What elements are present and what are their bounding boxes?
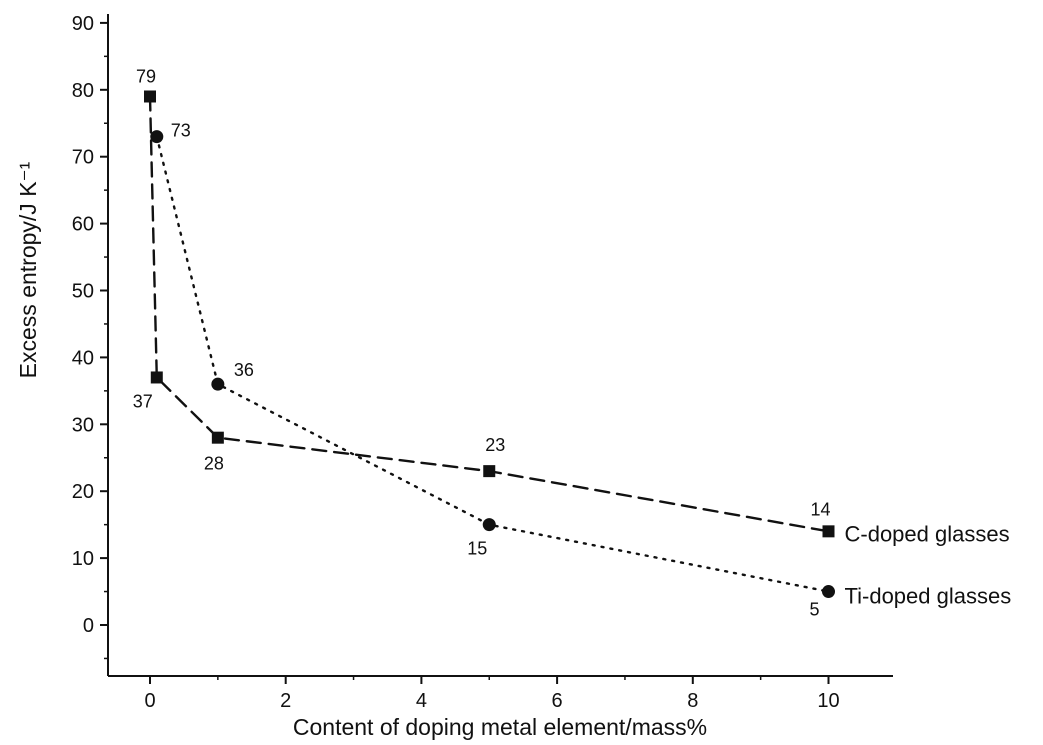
x-tick-label: 2 <box>280 690 291 712</box>
ti-doped-glasses-line <box>155 135 830 593</box>
x-tick-label: 0 <box>144 690 155 712</box>
y-tick-label: 20 <box>72 481 94 503</box>
x-tick-label: 8 <box>687 690 698 712</box>
data-labels: 79 37 28 23 14 C-doped glasses 73 36 15 5 Ti-doped… <box>133 66 1011 619</box>
c-doped-glasses-point <box>483 465 496 478</box>
y-tick-label: 10 <box>72 548 94 570</box>
c-doped-glasses-data-label: 23 <box>485 435 505 455</box>
ti-doped-glasses-point <box>482 518 496 532</box>
ti-doped-glasses-data-label: 5 <box>809 600 819 620</box>
c-doped-glasses-data-label: 37 <box>133 391 153 411</box>
y-tick-label: 0 <box>83 615 94 637</box>
c-doped-glasses-point <box>144 90 156 103</box>
ti-doped-glasses-point <box>822 585 835 599</box>
c-doped-glasses-data-label: 28 <box>204 454 224 474</box>
x-tick-label: 10 <box>817 690 839 712</box>
x-tick-label: 6 <box>552 690 563 712</box>
y-tick-label: 50 <box>72 281 94 303</box>
y-axis-label: Excess entropy/J K⁻¹ <box>15 161 41 378</box>
ti-doped-glasses-data-label: 15 <box>467 539 487 559</box>
series-markers <box>144 90 835 599</box>
x-axis-label: Content of doping metal element/mass% <box>293 714 707 740</box>
y-tick-label: 90 <box>72 13 94 35</box>
ti-doped-glasses-data-label: 36 <box>234 360 254 380</box>
y-tick-label: 30 <box>72 414 94 436</box>
series-lines <box>148 95 830 593</box>
y-tick-label: 80 <box>72 80 94 102</box>
c-doped-glasses-point <box>211 431 224 444</box>
ti-doped-glasses-point <box>150 130 164 144</box>
c-doped-glasses-data-label: 14 <box>810 499 830 519</box>
c-doped-glasses-point <box>150 371 163 384</box>
ti-doped-glasses-point <box>211 377 225 391</box>
ti-doped-glasses-series-label: Ti-doped glasses <box>845 584 1012 609</box>
x-tick-label: 4 <box>416 690 427 712</box>
y-tick-label: 40 <box>72 347 94 369</box>
c-doped-glasses-data-label: 79 <box>136 66 156 86</box>
c-doped-glasses-series-label: C-doped glasses <box>845 521 1010 546</box>
c-doped-glasses-point <box>822 525 835 538</box>
ti-doped-glasses-data-label: 73 <box>171 121 191 141</box>
y-tick-label: 70 <box>72 147 94 169</box>
y-tick-label: 60 <box>72 214 94 236</box>
axes: 0 10 20 30 40 50 60 70 80 90 0 2 4 6 8 10 <box>72 13 893 712</box>
